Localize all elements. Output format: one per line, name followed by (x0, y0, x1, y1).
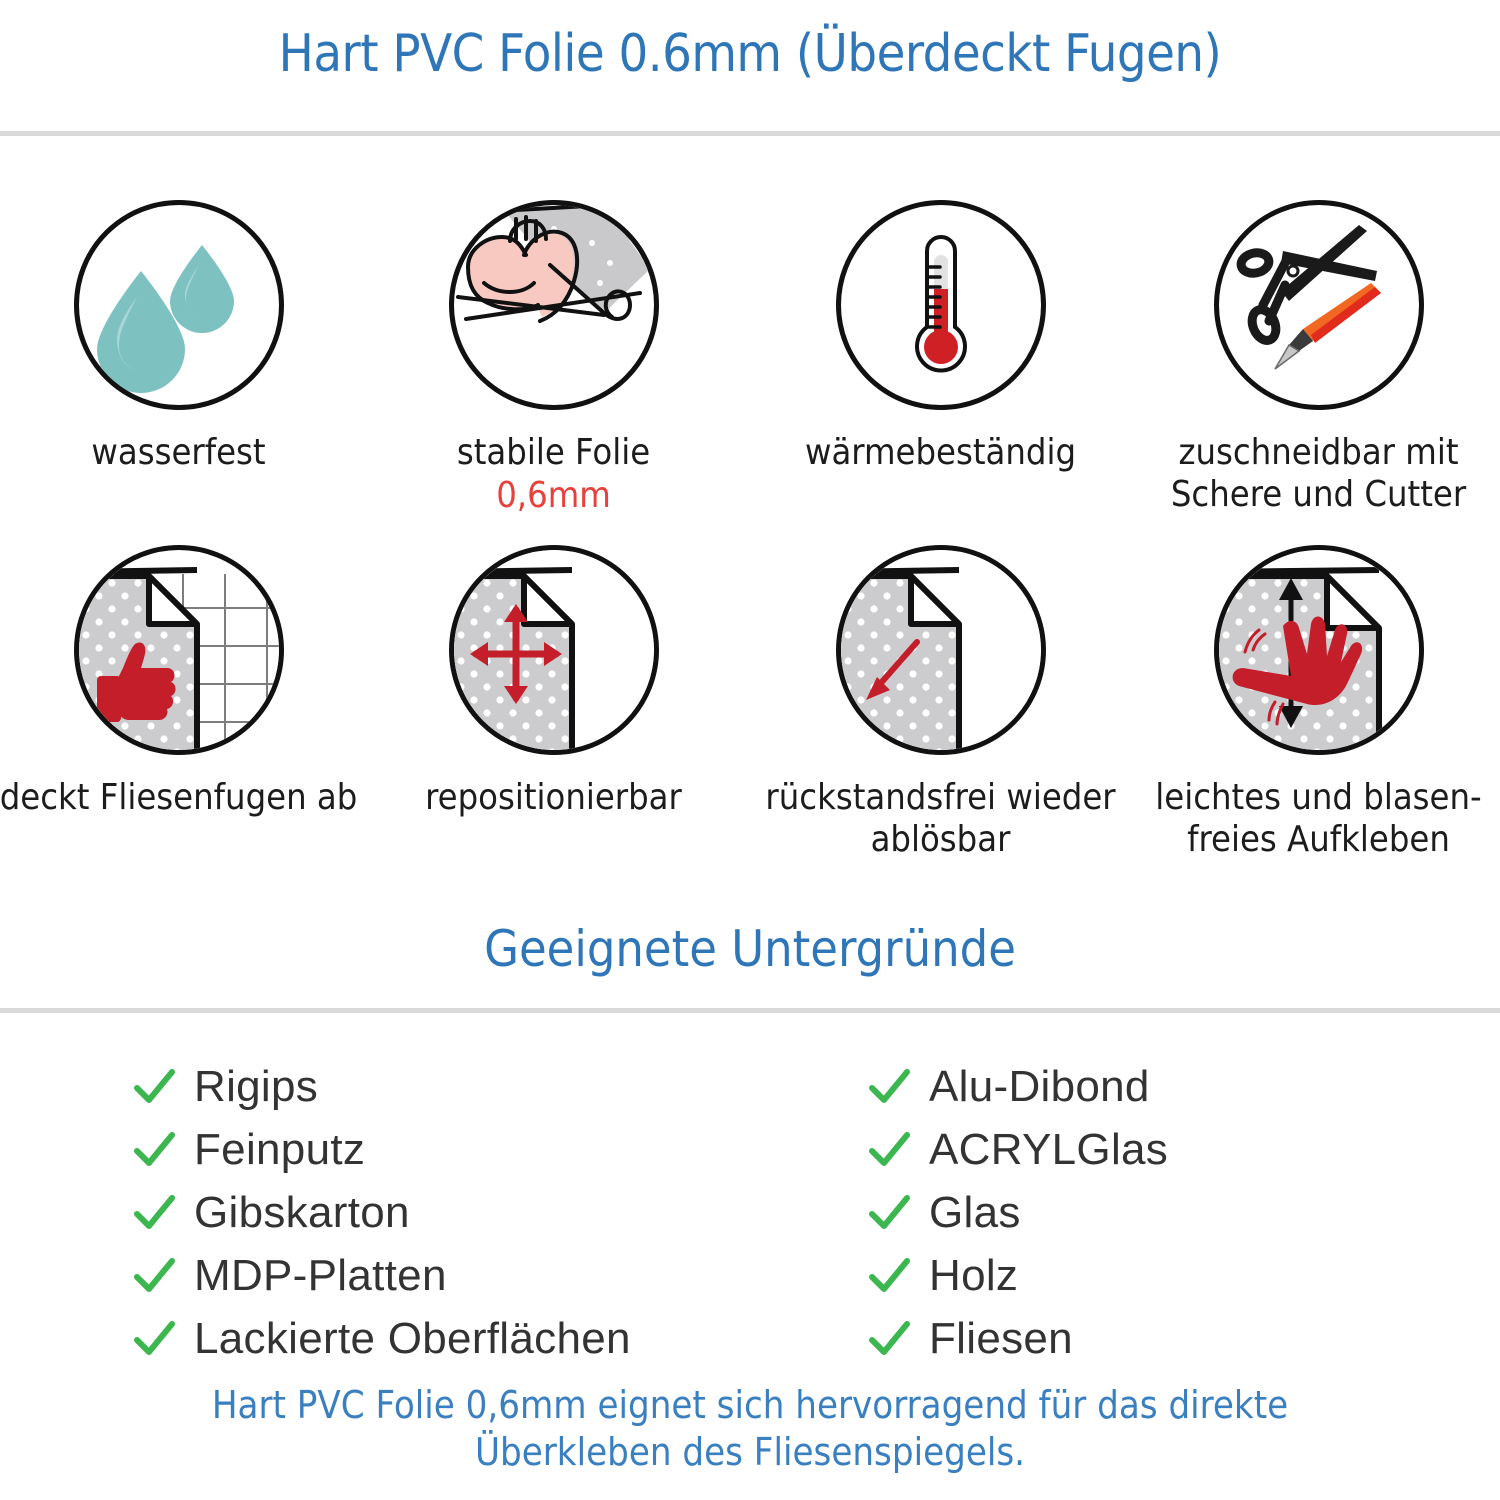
list-item: MDP-Platten (130, 1244, 750, 1307)
check-icon (869, 1194, 910, 1229)
feature-wasserfest: wasserfest (0, 200, 366, 545)
list-item: Gibskarton (130, 1181, 750, 1244)
feature-deckt-fliesenfugen: deckt Fliesenfugen ab (0, 545, 366, 890)
page-title: Hart PVC Folie 0.6mm (Überdeckt Fugen) (278, 24, 1222, 84)
check-icon (869, 1257, 910, 1292)
list-item: Alu-Dibond (865, 1055, 1500, 1118)
list-item: Lackierte Oberflächen (130, 1307, 750, 1370)
thumbs-up-tile-grid-icon (78, 567, 279, 750)
feature-row-1: wasserfest (0, 200, 1500, 545)
list-item-label: Lackierte Oberflächen (194, 1313, 631, 1363)
feature-icon-circle (835, 545, 1046, 755)
divider-top (0, 131, 1500, 136)
list-item-label: Holz (929, 1250, 1019, 1300)
feature-repositionierbar: repositionierbar (366, 545, 741, 890)
footer-line-1: Hart PVC Folie 0,6mm eignet sich hervorr… (211, 1383, 1289, 1427)
list-item: Holz (865, 1244, 1500, 1307)
feature-caption-text: stabile Folie (456, 432, 651, 473)
footer-note: Hart PVC Folie 0,6mm eignet sich hervorr… (0, 1382, 1500, 1476)
feature-caption: wärmebeständig (804, 432, 1077, 473)
list-item-label: Gibskarton (194, 1187, 410, 1237)
surfaces-column-right: Alu-Dibond ACRYLGlas Glas Holz Fliesen (750, 1055, 1500, 1370)
list-item-label: ACRYLGlas (929, 1124, 1169, 1174)
four-way-arrow-icon (453, 550, 654, 750)
feature-caption: stabile Folie 0,6mm (374, 432, 734, 518)
check-icon (869, 1320, 910, 1355)
list-item-label: Alu-Dibond (929, 1061, 1150, 1111)
feature-caption-sub: 0,6mm (496, 475, 611, 516)
check-icon (869, 1068, 910, 1103)
feature-caption: leichtes und blasen-freies Aufkleben (1155, 777, 1482, 860)
feature-stabile-folie: stabile Folie 0,6mm (366, 200, 741, 545)
list-item: Rigips (130, 1055, 750, 1118)
list-item: Fliesen (865, 1307, 1500, 1370)
check-icon (869, 1131, 910, 1166)
list-item: Feinputz (130, 1118, 750, 1181)
flexed-arm-film-icon (455, 205, 650, 323)
surfaces-column-left: Rigips Feinputz Gibskarton MDP-Platten L… (0, 1055, 750, 1370)
check-icon (134, 1131, 175, 1166)
feature-caption: rückstandsfrei wieder ablösbar (765, 777, 1116, 860)
scissors-cutter-icon (1236, 225, 1381, 370)
feature-waermebestaendig: wärmebeständig (753, 200, 1128, 545)
feature-icon-circle (73, 200, 284, 410)
feature-row-2: deckt Fliesenfugen ab (0, 545, 1500, 890)
peel-off-arrow-icon (840, 550, 1041, 750)
list-item-label: Glas (929, 1187, 1021, 1237)
thermometer-icon (914, 235, 967, 373)
feature-caption: zuschneidbar mit Schere und Cutter (1170, 432, 1467, 515)
feature-icon-circle (835, 200, 1046, 410)
check-icon (134, 1194, 175, 1229)
feature-icon-circle (1213, 545, 1424, 755)
feature-grid: wasserfest (0, 200, 1500, 890)
feature-icon-circle (448, 545, 659, 755)
section-heading: Geeignete Untergründe (484, 920, 1016, 978)
feature-blasenfreies-aufkleben: leichtes und blasen-freies Aufkleben (1131, 545, 1500, 890)
feature-icon-circle (73, 545, 284, 755)
list-item-label: Rigips (194, 1061, 319, 1111)
suitable-surfaces-lists: Rigips Feinputz Gibskarton MDP-Platten L… (0, 1055, 1500, 1370)
smoothing-hand-icon (1218, 550, 1419, 750)
list-item-label: MDP-Platten (194, 1250, 447, 1300)
divider-middle (0, 1008, 1500, 1013)
footer-line-2: Überkleben des Fliesenspiegels. (474, 1430, 1026, 1474)
check-icon (134, 1320, 175, 1355)
check-icon (134, 1068, 175, 1103)
feature-icon-circle (448, 200, 659, 410)
feature-icon-circle (1213, 200, 1424, 410)
check-icon (134, 1257, 175, 1292)
feature-zuschneidbar: zuschneidbar mit Schere und Cutter (1131, 200, 1500, 545)
list-item-label: Feinputz (194, 1124, 366, 1174)
feature-rueckstandsfrei: rückstandsfrei wieder ablösbar (753, 545, 1128, 890)
feature-caption: wasserfest (91, 432, 266, 473)
list-item-label: Fliesen (929, 1313, 1073, 1363)
list-item: Glas (865, 1181, 1500, 1244)
water-drops-icon (96, 245, 234, 393)
list-item: ACRYLGlas (865, 1118, 1500, 1181)
feature-caption: repositionierbar (425, 777, 682, 818)
feature-caption: deckt Fliesenfugen ab (0, 777, 358, 818)
